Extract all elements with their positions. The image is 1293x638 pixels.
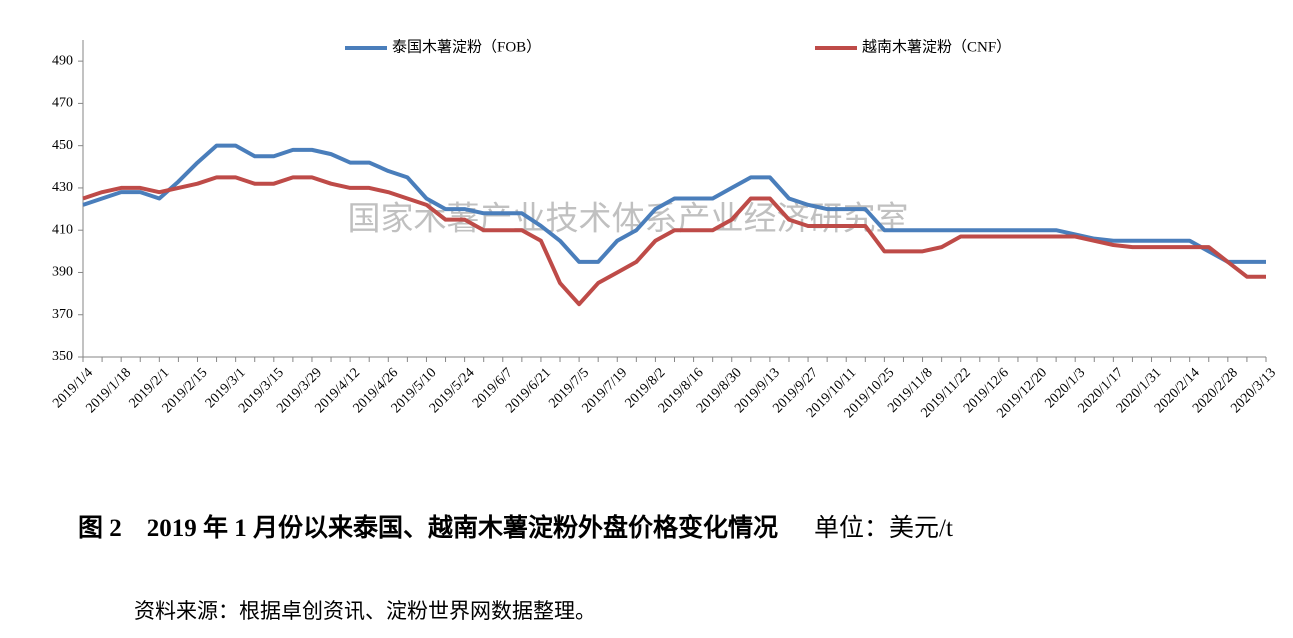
chart: 国家木薯产业技术体系产业经济研究室 350 370 390 410 430 450 470 4… xyxy=(50,38,1279,421)
y-tick-label: 350 xyxy=(52,349,73,364)
y-tick-label: 410 xyxy=(52,222,73,237)
legend-label: 越南木薯淀粉（CNF） xyxy=(862,38,1011,55)
y-tick-label: 450 xyxy=(52,138,73,153)
caption-unit: 单位：美元/t xyxy=(814,515,953,542)
caption: 图 2 2019 年 1 月份以来泰国、越南木薯淀粉外盘价格变化情况 单位：美元/… xyxy=(78,508,953,544)
caption-title: 图 2 2019 年 1 月份以来泰国、越南木薯淀粉外盘价格变化情况 xyxy=(78,515,779,542)
y-tick-label: 430 xyxy=(52,180,73,195)
y-tick-label: 470 xyxy=(52,96,73,111)
y-tick-label: 390 xyxy=(52,265,73,280)
watermark: 国家木薯产业技术体系产业经济研究室 xyxy=(348,201,909,238)
series-line xyxy=(82,143,1266,264)
source-note: 资料来源：根据卓创资讯、淀粉世界网数据整理。 xyxy=(134,599,596,623)
series-line xyxy=(82,175,1266,307)
y-tick-label: 370 xyxy=(52,307,73,322)
legend-label: 泰国木薯淀粉（FOB） xyxy=(392,38,541,55)
y-tick-label: 490 xyxy=(52,53,73,68)
